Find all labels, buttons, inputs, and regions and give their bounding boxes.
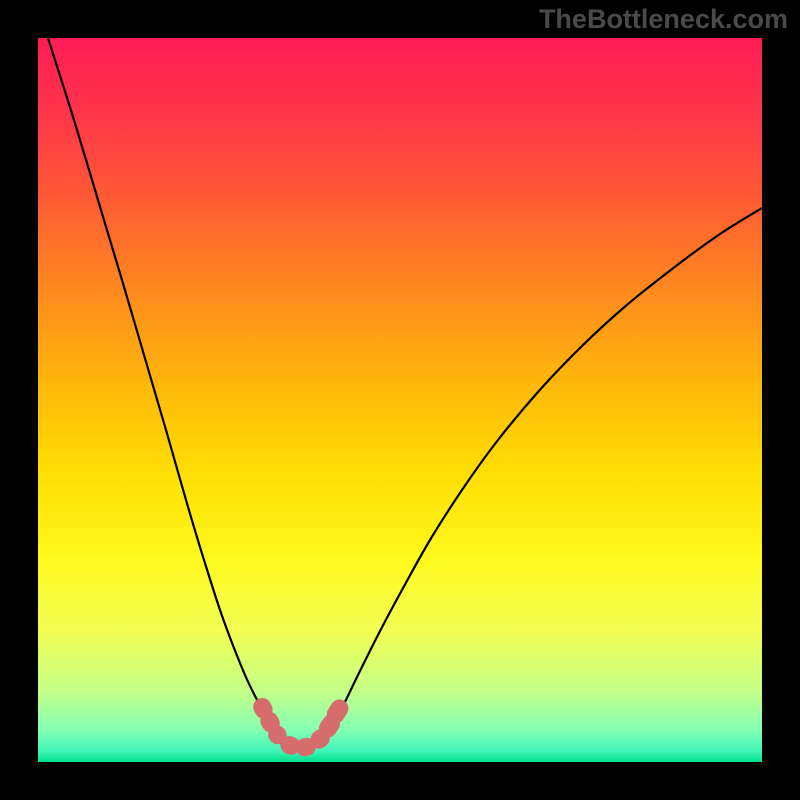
bottleneck-curve bbox=[38, 38, 762, 762]
plot-area bbox=[38, 38, 762, 762]
watermark-text: TheBottleneck.com bbox=[539, 4, 788, 35]
curve-path bbox=[48, 38, 762, 751]
chart-container: TheBottleneck.com bbox=[0, 0, 800, 800]
